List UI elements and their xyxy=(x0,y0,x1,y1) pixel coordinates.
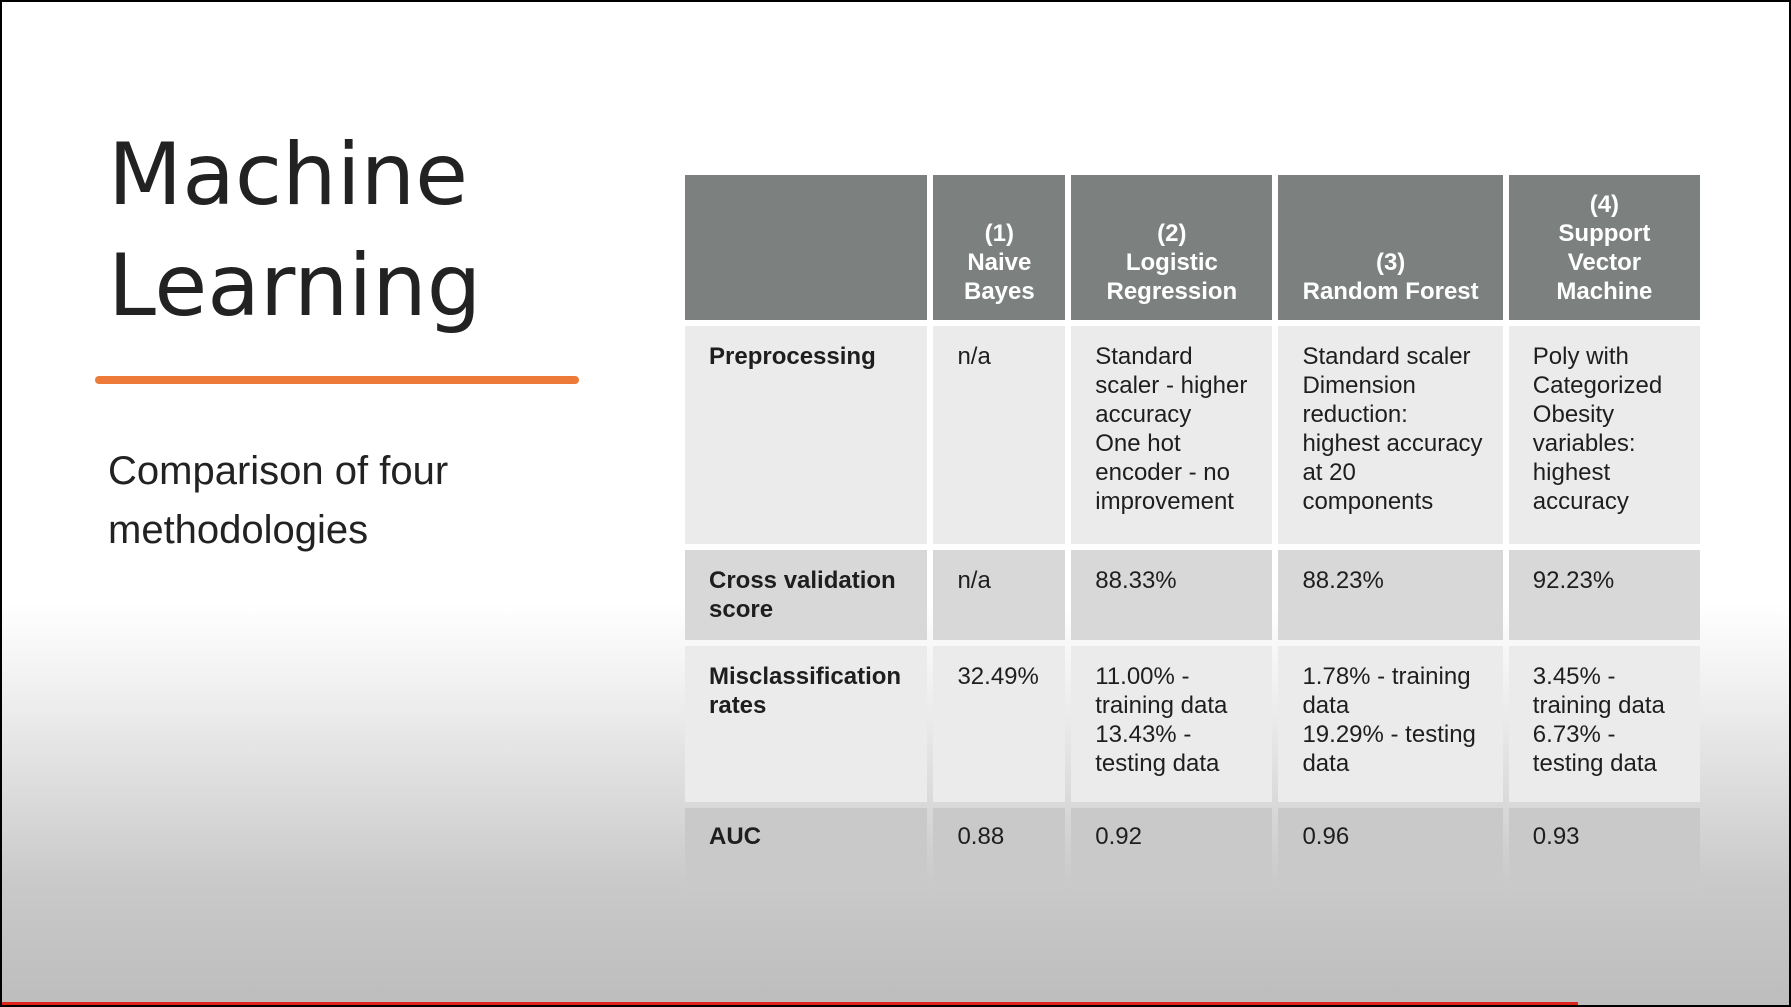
table-cell: 0.92 xyxy=(1071,808,1273,892)
table-cell: n/a xyxy=(933,326,1066,544)
header-text: Bayes xyxy=(963,278,1035,305)
table-cell: 0.93 xyxy=(1508,808,1700,892)
title-underline xyxy=(95,376,579,384)
header-text: Naive xyxy=(967,249,1032,276)
table-cell: 3.45% - training data 6.73% - testing da… xyxy=(1508,646,1700,802)
header-cell-svm: (4) Support Vector Machine xyxy=(1508,175,1700,320)
header-text: Regression xyxy=(1106,278,1238,305)
cell-text: Standard xyxy=(1095,343,1193,370)
cell-text: training data xyxy=(1095,692,1228,719)
row-label-misclassification: Misclassification rates xyxy=(685,646,928,802)
table-row-auc: AUC 0.88 0.92 0.96 0.93 xyxy=(685,808,1700,892)
cell-text: reduction: xyxy=(1302,401,1408,428)
table-header-row: (1) Naive Bayes (2) Logistic Regression … xyxy=(685,175,1700,320)
header-cell-random-forest: (3) Random Forest xyxy=(1278,175,1503,320)
cell-text: components xyxy=(1302,488,1434,515)
table-cell: Standard scaler - higher accuracy One ho… xyxy=(1071,326,1273,544)
cell-text: 1.78% - training xyxy=(1302,663,1471,690)
cell-text: highest accuracy xyxy=(1302,430,1483,457)
cell-text: 13.43% - xyxy=(1095,721,1192,748)
table-cell: 0.96 xyxy=(1278,808,1503,892)
table-cell: Standard scaler Dimension reduction: hig… xyxy=(1278,326,1503,544)
header-text: Support xyxy=(1558,220,1651,247)
slide-title-line-2: Learning xyxy=(108,236,482,336)
cell-text: 3.45% - xyxy=(1532,663,1616,690)
cell-text: variables: xyxy=(1532,430,1636,457)
header-text: (4) xyxy=(1589,191,1620,218)
cell-text: improvement xyxy=(1095,488,1234,515)
table-cell: 11.00% - training data 13.43% - testing … xyxy=(1071,646,1273,802)
slide-title-line-1: Machine xyxy=(108,125,468,225)
cell-text: Dimension xyxy=(1302,372,1416,399)
table-cell: 0.88 xyxy=(933,808,1066,892)
video-progress-bar[interactable] xyxy=(2,1002,1579,1005)
cell-text: highest xyxy=(1532,459,1611,486)
cell-text: One hot xyxy=(1095,430,1181,457)
cell-text: Standard scaler xyxy=(1302,343,1471,370)
row-label-cross-validation: Cross validation score xyxy=(685,550,928,640)
header-text: (3) xyxy=(1375,249,1406,276)
header-cell-empty xyxy=(685,175,928,320)
cell-text: testing data xyxy=(1095,750,1220,777)
table-cell: n/a xyxy=(933,550,1066,640)
slide-subtitle: Comparison of four methodologies xyxy=(108,449,449,552)
comparison-table-container: (1) Naive Bayes (2) Logistic Regression … xyxy=(685,175,1700,892)
table-cell: 32.49% xyxy=(933,646,1066,802)
header-text: Logistic xyxy=(1125,249,1218,276)
cell-text: 6.73% - xyxy=(1532,721,1616,748)
header-cell-logistic-regression: (2) Logistic Regression xyxy=(1071,175,1273,320)
header-text: Random Forest xyxy=(1302,278,1479,305)
header-text: (2) xyxy=(1157,220,1187,247)
table-row-preprocessing: Preprocessing n/a Standard scaler - high… xyxy=(685,326,1700,544)
cell-text: Categorized xyxy=(1532,372,1663,399)
cell-text: training data xyxy=(1532,692,1665,719)
cell-text: accuracy xyxy=(1532,488,1629,515)
cell-text: Poly with xyxy=(1532,343,1629,370)
cell-text: at 20 xyxy=(1302,459,1356,486)
cell-text: testing data xyxy=(1532,750,1657,777)
cell-text: Obesity xyxy=(1532,401,1615,428)
cell-text: n/a xyxy=(957,343,991,370)
cell-text: data xyxy=(1302,692,1350,719)
table-row-misclassification: Misclassification rates 32.49% 11.00% - … xyxy=(685,646,1700,802)
cell-text: 19.29% - testing xyxy=(1302,721,1476,748)
cell-text: accuracy xyxy=(1095,401,1192,428)
table-cell: Poly with Categorized Obesity variables:… xyxy=(1508,326,1700,544)
header-text: Machine xyxy=(1556,278,1653,305)
cell-text: scaler - higher xyxy=(1095,372,1248,399)
table-row-cross-validation: Cross validation score n/a 88.33% 88.23%… xyxy=(685,550,1700,640)
header-text: Vector xyxy=(1567,249,1642,276)
cell-text: encoder - no xyxy=(1095,459,1231,486)
cell-text: 32.49% xyxy=(957,663,1039,690)
row-label-auc: AUC xyxy=(685,808,928,892)
slide-title: Machine Learning xyxy=(108,120,481,342)
table-cell: 88.23% xyxy=(1278,550,1503,640)
cell-text: data xyxy=(1302,750,1350,777)
comparison-table: (1) Naive Bayes (2) Logistic Regression … xyxy=(679,169,1706,898)
header-text: (1) xyxy=(984,220,1015,247)
table-cell: 1.78% - training data 19.29% - testing d… xyxy=(1278,646,1503,802)
table-cell: 88.33% xyxy=(1071,550,1273,640)
row-label-preprocessing: Preprocessing xyxy=(685,326,928,544)
table-cell: 92.23% xyxy=(1508,550,1700,640)
header-cell-naive-bayes: (1) Naive Bayes xyxy=(933,175,1066,320)
cell-text: 11.00% - xyxy=(1095,663,1190,690)
